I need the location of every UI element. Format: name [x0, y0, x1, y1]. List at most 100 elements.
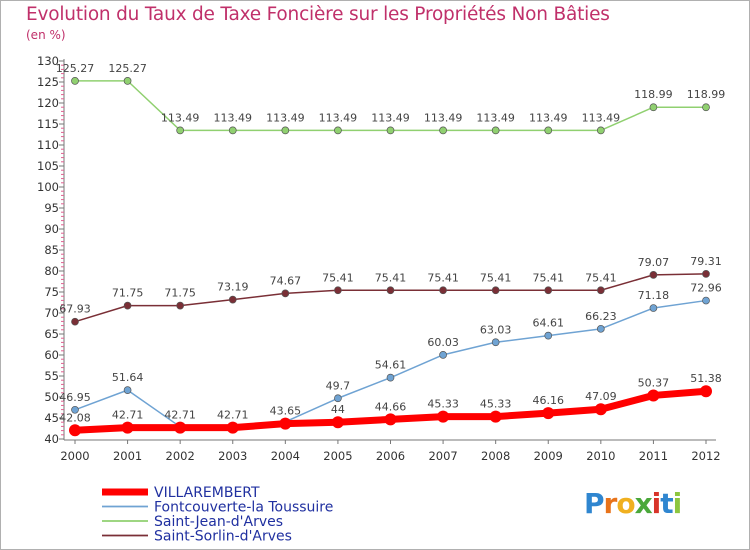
data-label: 113.49	[371, 111, 410, 124]
data-point	[386, 373, 395, 382]
data-label: 75.41	[375, 271, 407, 284]
data-point	[594, 403, 607, 416]
data-point	[439, 286, 447, 295]
data-label: 74.67	[270, 274, 302, 287]
data-point	[123, 386, 132, 394]
data-label: 75.41	[585, 271, 617, 284]
data-point	[544, 126, 553, 135]
data-label: 75.41	[322, 271, 354, 284]
data-point	[649, 304, 658, 312]
logo-letter: o	[616, 487, 635, 520]
x-tick-label: 2008	[481, 449, 510, 463]
data-labels: 42.08 42.71 42.71 42.71 43.65 44 44.66 45.33 45.…	[56, 62, 726, 424]
data-label: 79.07	[638, 256, 670, 269]
data-label: 118.99	[687, 88, 726, 101]
unit-label: (en %)	[26, 28, 66, 42]
logo-letter: i	[651, 487, 662, 520]
data-point	[542, 407, 555, 420]
data-label: 46.95	[59, 391, 91, 404]
x-tick-label: 2004	[271, 449, 300, 463]
y-tick-label: 80	[44, 264, 59, 278]
data-point	[71, 405, 79, 414]
data-point	[334, 286, 342, 295]
data-point	[437, 410, 450, 423]
data-point	[123, 301, 132, 310]
y-tick-label: 85	[44, 243, 59, 257]
data-label: 50.37	[638, 376, 670, 389]
data-point	[491, 286, 500, 295]
data-label: 113.49	[582, 111, 621, 124]
data-point	[176, 301, 185, 310]
x-tick-label: 2011	[639, 449, 668, 463]
data-label: 113.49	[319, 111, 358, 124]
data-point	[331, 416, 344, 429]
y-tick-label: 125	[37, 75, 59, 89]
y-tick-label: 75	[44, 285, 59, 299]
logo-letter: P	[584, 487, 605, 520]
chart-title: Evolution du Taux de Taxe Foncière sur l…	[26, 4, 610, 25]
data-point	[647, 389, 660, 402]
data-point	[281, 289, 290, 298]
data-point	[176, 126, 185, 135]
data-point	[334, 394, 342, 403]
data-label: 125.27	[56, 62, 95, 75]
data-label: 46.16	[533, 394, 565, 407]
data-point	[71, 77, 79, 85]
data-label: 71.18	[638, 289, 670, 302]
y-tick-label: 90	[44, 222, 59, 236]
data-label: 73.19	[217, 281, 249, 294]
legend-label: Fontcouverte-la Toussuire	[154, 500, 333, 516]
data-label: 113.49	[161, 111, 200, 124]
data-label: 42.71	[217, 409, 249, 422]
x-tick-label: 2007	[428, 449, 457, 463]
legend-label: Saint-Jean-d'Arves	[154, 514, 283, 530]
data-label: 71.75	[112, 287, 144, 300]
data-label: 45.33	[427, 398, 459, 411]
data-label: 49.7	[326, 379, 351, 392]
data-label: 44	[331, 403, 345, 416]
data-label: 54.61	[375, 359, 407, 372]
data-label: 75.41	[480, 271, 512, 284]
y-tick-label: 40	[44, 432, 59, 446]
data-point	[491, 126, 500, 135]
data-label: 125.27	[108, 62, 147, 75]
y-tick-label: 130	[37, 54, 59, 68]
y-tick-label: 55	[44, 369, 59, 383]
data-label: 51.64	[112, 371, 144, 384]
data-point	[702, 103, 710, 112]
data-label: 51.38	[690, 372, 722, 385]
logo-letter: x	[634, 487, 653, 520]
logo-letter: i	[672, 487, 683, 520]
data-label: 47.09	[585, 390, 617, 403]
legend-label: Saint-Sorlin-d'Arves	[154, 529, 292, 545]
data-point	[334, 126, 342, 135]
data-point	[71, 317, 79, 326]
data-point	[174, 421, 187, 434]
data-point	[702, 270, 710, 278]
data-label: 113.49	[266, 111, 305, 124]
data-point	[123, 77, 132, 85]
data-point	[384, 413, 397, 426]
y-tick-label: 70	[44, 306, 59, 320]
axes: 40 45 50 55 60 65 70 75 80 85 90 95 100 105 110 115 120 1…	[37, 54, 721, 463]
data-label: 113.49	[476, 111, 515, 124]
data-point	[596, 286, 605, 295]
y-tick-label: 115	[37, 117, 59, 131]
legend-label: VILLAREMBERT	[154, 485, 260, 501]
data-label: 113.49	[214, 111, 253, 124]
x-tick-label: 2003	[218, 449, 247, 463]
y-tick-label: 50	[44, 390, 59, 404]
data-label: 42.71	[112, 409, 144, 422]
data-point	[439, 351, 447, 359]
data-label: 64.61	[533, 317, 565, 330]
data-point	[544, 331, 553, 340]
data-point	[121, 421, 134, 434]
y-tick-label: 110	[37, 138, 59, 152]
data-point	[544, 286, 553, 295]
data-point	[491, 338, 500, 347]
data-label: 75.41	[427, 271, 459, 284]
y-tick-label: 105	[37, 159, 59, 173]
